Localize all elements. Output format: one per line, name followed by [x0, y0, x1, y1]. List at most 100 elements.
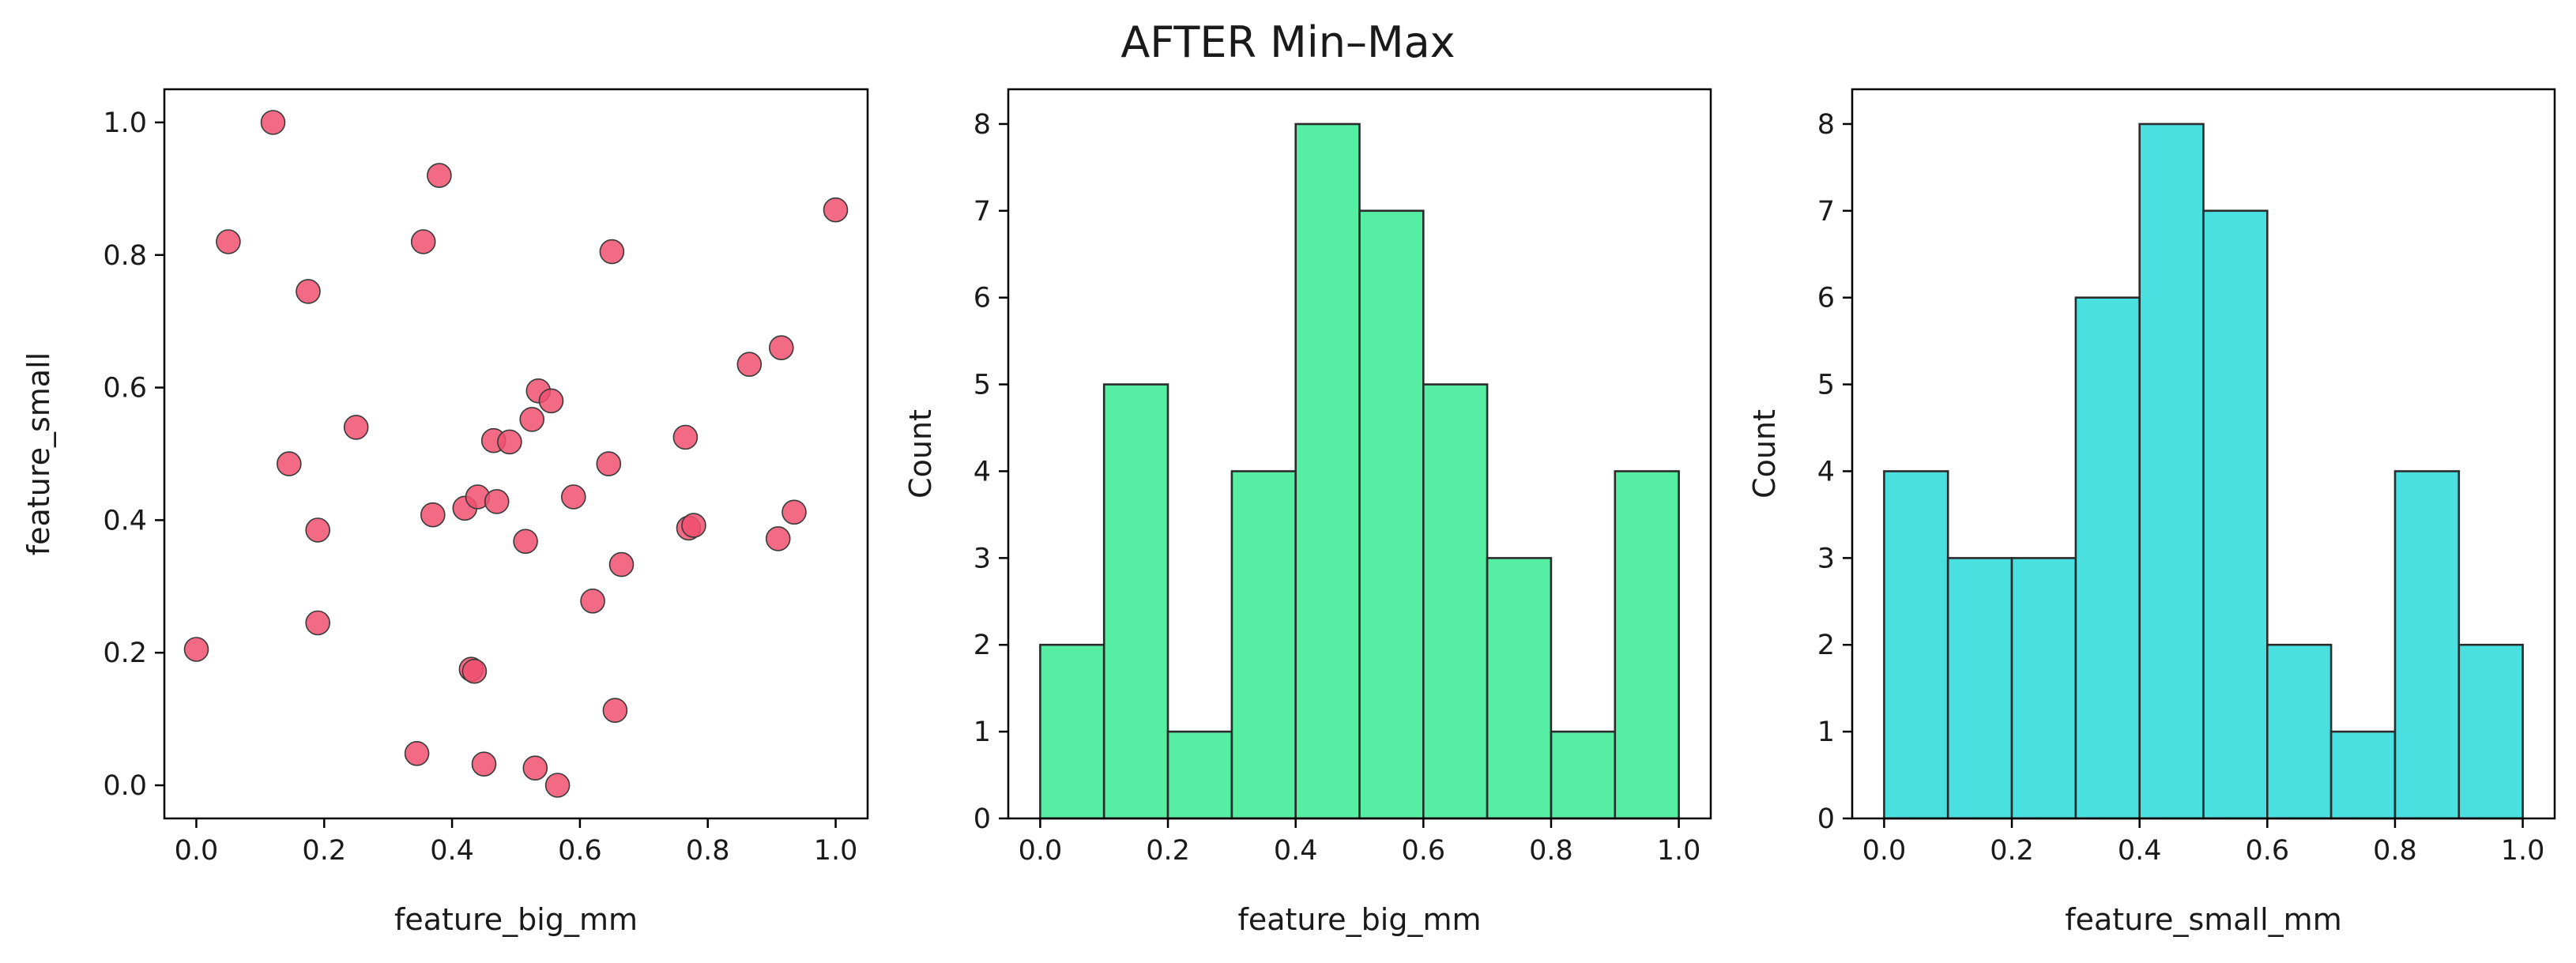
scatter-point — [497, 429, 522, 455]
axes-frame — [163, 88, 869, 820]
histogram-bar — [2457, 643, 2524, 820]
y-tick-label: 1 — [1817, 717, 1835, 748]
scatter-point — [484, 489, 510, 514]
scatter-point — [420, 502, 446, 528]
y-tick-label: 0.2 — [103, 638, 147, 669]
scatter-point — [513, 529, 538, 555]
x-tick-label: 0.2 — [1990, 835, 2034, 867]
y-tick-label: 0 — [1817, 803, 1835, 835]
histogram-bar — [2266, 643, 2333, 820]
y-tick-label: 0.4 — [103, 505, 147, 536]
y-tick-label: 1.0 — [103, 107, 147, 139]
x-tick-label: 1.0 — [814, 835, 858, 867]
y-tick-label: 2 — [1817, 630, 1835, 661]
scatter-point — [602, 698, 628, 724]
y-tick-label: 7 — [1817, 196, 1835, 228]
x-tick-label: 0.6 — [1401, 835, 1445, 867]
x-tick-label: 0.6 — [2245, 835, 2289, 867]
scatter-point — [736, 352, 763, 378]
histogram-bar — [2202, 209, 2269, 820]
figure-title: AFTER Min–Max — [1120, 17, 1455, 67]
histogram-bar — [2138, 122, 2205, 820]
y-tick-label: 4 — [1817, 456, 1835, 487]
x-tick-label: 0.0 — [175, 835, 219, 867]
x-tick-label: 0.2 — [302, 835, 346, 867]
scatter-point — [305, 517, 331, 543]
y-tick-label: 6 — [974, 283, 991, 314]
scatter-point — [560, 484, 586, 510]
histogram-bar — [1230, 470, 1297, 820]
scatter-point — [544, 773, 571, 798]
y-tick-label: 4 — [974, 456, 991, 487]
scatter-point — [404, 740, 430, 766]
histogram-bar — [1422, 383, 1489, 820]
histogram-bar — [1166, 730, 1233, 820]
scatter-point — [823, 197, 849, 223]
y-tick-label: 0.6 — [103, 373, 147, 404]
scatter-point — [781, 499, 807, 525]
scatter-point — [765, 526, 791, 551]
histogram-bar — [1614, 470, 1680, 820]
y-tick-label: 2 — [974, 630, 991, 661]
y-tick-label: 1 — [974, 717, 991, 748]
axes-frame — [1851, 88, 2556, 820]
y-tick-label: 0.8 — [103, 240, 147, 272]
scatter-point — [343, 415, 369, 440]
y-tick-label: 6 — [1817, 283, 1835, 314]
y-tick-label: 5 — [1817, 370, 1835, 401]
scatter-point — [580, 588, 605, 614]
axes-frame — [1007, 88, 1712, 820]
scatter-point — [768, 335, 794, 361]
scatter-point — [260, 110, 286, 135]
y-axis-label: Count — [903, 409, 938, 498]
x-tick-label: 0.8 — [686, 835, 730, 867]
x-tick-label: 0.8 — [1529, 835, 1573, 867]
scatter-point — [216, 229, 241, 254]
y-tick-label: 5 — [974, 370, 991, 401]
scatter-point — [596, 451, 622, 476]
scatter-point — [471, 751, 497, 777]
scatter-point — [538, 388, 564, 414]
y-tick-label: 8 — [974, 109, 991, 141]
scatter-point — [519, 407, 545, 432]
y-tick-label: 8 — [1817, 109, 1835, 141]
scatter-point — [410, 229, 436, 254]
histogram-bar — [1550, 730, 1617, 820]
scatter-point — [599, 239, 625, 265]
x-tick-label: 0.0 — [1862, 835, 1907, 867]
x-tick-label: 1.0 — [2501, 835, 2545, 867]
x-tick-label: 0.8 — [2373, 835, 2417, 867]
scatter-point — [522, 755, 548, 781]
scatter-point — [183, 637, 209, 662]
x-axis-label: feature_big_mm — [394, 902, 638, 937]
scatter-point — [276, 451, 302, 476]
histogram-bar — [2393, 470, 2461, 820]
y-axis-label: Count — [1747, 409, 1782, 498]
scatter-point — [672, 424, 699, 450]
scatter-point — [681, 513, 706, 538]
histogram-bar — [1294, 122, 1361, 820]
histogram-bar — [1883, 470, 1949, 820]
histogram-bar — [1358, 209, 1425, 820]
y-tick-label: 3 — [1817, 543, 1835, 574]
x-tick-label: 0.2 — [1146, 835, 1190, 867]
y-tick-label: 0.0 — [103, 770, 147, 802]
scatter-point — [608, 551, 635, 577]
histogram-bar — [1946, 557, 2013, 820]
histogram-bar — [1039, 643, 1105, 820]
x-tick-label: 0.4 — [2118, 835, 2162, 867]
histogram-bar — [2010, 557, 2077, 820]
scatter-panel: 0.0 0.2 0.4 0.6 0.8 1.0 0.0 0.2 0.4 0.6 0.8 1.0 feat… — [21, 88, 869, 937]
x-tick-label: 0.4 — [430, 835, 474, 867]
histogram-big-panel: 0.0 0.2 0.4 0.6 0.8 1.0 0 1 2 3 4 5 6 7 8 feature_big_m… — [903, 88, 1712, 937]
y-tick-label: 0 — [974, 803, 991, 835]
x-axis-label: feature_small_mm — [2065, 902, 2341, 937]
x-tick-label: 0.0 — [1019, 835, 1063, 867]
x-tick-label: 0.6 — [558, 835, 602, 867]
histogram-bar — [1486, 557, 1553, 820]
scatter-point — [427, 163, 452, 188]
scatter-point — [461, 658, 488, 684]
y-tick-label: 7 — [974, 196, 991, 228]
x-tick-label: 1.0 — [1657, 835, 1701, 867]
